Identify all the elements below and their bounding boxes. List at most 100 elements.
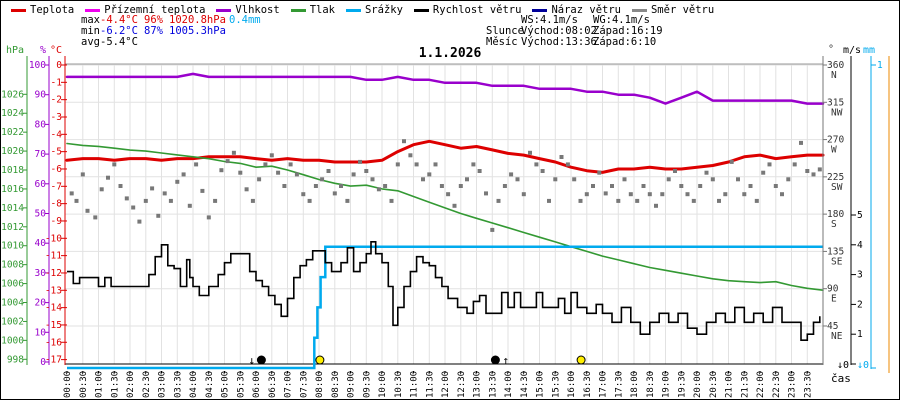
series-sm-r-v-tru-point [748,184,753,188]
series-sm-r-v-tru-point [288,162,293,167]
series-rychlost-v-tru [67,241,821,341]
series-sm-r-v-tru-point [269,153,274,158]
legend-item-naraz-vetru: Náraz větru [532,4,621,16]
series-sm-r-v-tru-point [647,192,652,197]
series-sm-r-v-tru-point [446,192,451,197]
x-tick-label: 17:00 [599,371,609,398]
stat-max-pressure: 1020.8hPa [169,14,226,26]
x-tick-label: 01:00 [95,371,105,398]
series-sm-r-v-tru-point [250,198,255,203]
series-sm-r-v-tru-point [282,184,287,188]
x-tick-label: 10:30 [394,371,404,398]
stat-min-pressure: 1005.3hPa [169,25,226,37]
svg-text:-8: -8 [51,199,63,210]
svg-text:NW: NW [831,107,843,118]
legend-label: Náraz větru [551,4,621,16]
legend-item-srazky: Srážky [345,4,403,16]
stat-wind-gust-max: WG:4.1m/s [593,14,650,26]
x-tick-label: 15:30 [551,371,561,398]
svg-text:40: 40 [35,238,47,249]
legend-label: Směr větru [650,4,715,16]
stat-min-humidity: 87% [144,25,163,37]
x-tick-label: 00:00 [63,371,73,398]
x-tick-label: 06:00 [252,371,262,398]
svg-text:W: W [831,145,837,156]
svg-text:80: 80 [35,119,47,130]
series-sm-r-v-tru-point [736,177,740,182]
series-sm-r-v-tru-point [263,162,268,167]
series-sm-r-v-tru-point [137,219,142,224]
series-sm-r-v-tru-point [80,172,85,177]
series-teplota [65,139,825,174]
series-sm-r-v-tru-point [754,198,759,203]
svg-text:-15: -15 [45,320,62,331]
series-sm-r-v-tru-point [540,169,545,173]
series-sm-r-v-tru-point [799,140,803,145]
legend-swatch-prizemni-teplota [85,8,101,12]
x-tick-label: 22:30 [772,371,782,398]
series-sm-r-v-tru-point [402,139,406,144]
x-tick-label: 20:00 [693,371,703,398]
svg-text:1: 1 [857,329,863,340]
moon-set-arrow-icon: ↓ [248,354,255,367]
series-sm-r-v-tru-point [156,213,161,218]
series-sm-r-v-tru-point [69,191,74,196]
stat-avg-temp: -5.4°C [100,36,138,48]
svg-text:70: 70 [35,149,47,160]
series-sm-r-v-tru-point [106,175,110,180]
svg-text:1000: 1000 [1,335,24,346]
series-sm-r-v-tru-point [547,198,551,203]
series-sm-r-v-tru-point [85,208,90,213]
svg-text:1024: 1024 [1,108,24,119]
series-sm-r-v-tru-point [213,198,218,203]
series-sm-r-v-tru-point [528,150,532,155]
legend-label: Přízemní teplota [104,4,206,16]
series-sm-r-v-tru-point [471,162,476,167]
series-sm-r-v-tru-point [641,184,646,188]
series-sm-r-v-tru-point [584,192,589,197]
x-tick-label: 10:00 [378,371,388,398]
sun-set-marker [576,355,586,365]
svg-text:m/s: m/s [843,45,861,56]
svg-text:4: 4 [857,240,863,251]
svg-text:S: S [831,219,837,230]
series-sm-r-v-tru-point [559,155,564,159]
x-tick-label: 21:00 [725,371,735,398]
svg-text:20: 20 [35,298,47,309]
svg-text:-2: -2 [51,95,62,106]
legend-label: Tlak [309,4,335,16]
moon-rise-marker [490,355,500,365]
svg-text:-12: -12 [45,268,62,279]
series-sm-r-v-tru-point [553,177,558,182]
svg-text:-7: -7 [51,181,62,192]
legend-item-smer-vetru: Směr větru [631,4,715,16]
svg-text:-16: -16 [45,337,62,348]
series-sm-r-v-tru-point [742,192,747,197]
x-tick-label: 13:30 [488,371,498,398]
x-tick-label: 08:00 [315,371,325,398]
series-sm-r-v-tru-point [817,167,822,172]
stat-max-label: max [81,14,100,26]
svg-text:10: 10 [35,327,47,338]
legend-swatch-teplota [11,8,26,12]
legend-item-teplota: Teplota [11,4,74,16]
series-sm-r-v-tru-point [660,192,665,197]
series-sm-r-v-tru-point [345,198,350,203]
chart-title-date: 1.1.2026 [418,46,482,61]
series-sm-r-v-tru-point [326,169,331,173]
series-sm-r-v-tru-point [433,162,438,167]
series-sm-r-v-tru-point [786,177,791,182]
series-sm-r-v-tru-point [389,198,394,203]
svg-text:-3: -3 [51,112,62,123]
series-sm-r-v-tru-point [610,184,614,188]
svg-text:-6: -6 [51,164,63,175]
x-tick-label: 02:30 [142,371,152,398]
series-sm-r-v-tru-point [773,184,778,188]
series-sm-r-v-tru-point [112,162,117,167]
chart-legend: Teplota Přízemní teplota Vlhkost Tlak Sr… [11,4,714,16]
moon-set-marker [256,355,266,365]
svg-text:1006: 1006 [1,279,24,290]
svg-text:90: 90 [35,90,47,101]
series-sm-r-v-tru-point [162,191,167,196]
